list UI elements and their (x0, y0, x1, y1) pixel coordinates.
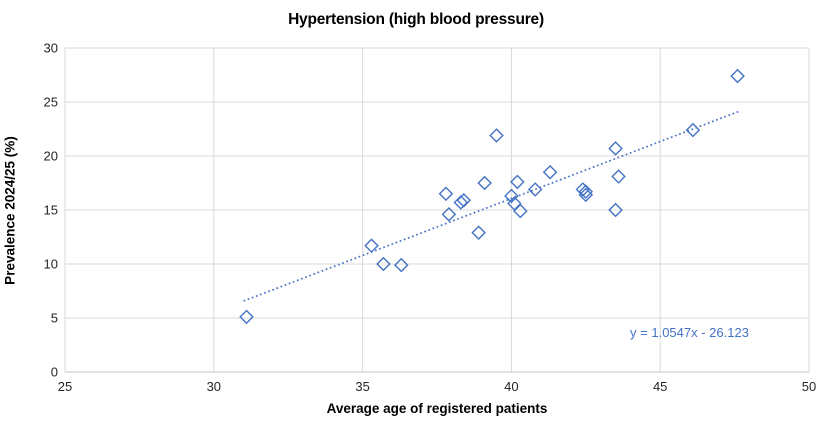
data-point-marker (578, 184, 594, 199)
y-tick-label: 10 (43, 256, 58, 272)
data-point-marker (611, 169, 626, 184)
x-tick-label: 30 (206, 379, 222, 394)
data-point-marker (510, 174, 525, 190)
data-point-marker (364, 238, 379, 253)
trendline (243, 110, 740, 302)
x-tick-label: 50 (801, 379, 817, 394)
data-point-marker (578, 187, 594, 203)
data-point-marker (608, 202, 623, 218)
y-tick-label: 5 (50, 310, 58, 326)
data-point-marker (376, 256, 391, 272)
y-tick-label: 30 (43, 40, 58, 56)
x-tick-label: 35 (355, 379, 370, 394)
y-tick-label: 0 (50, 364, 58, 380)
data-point-marker (239, 309, 254, 325)
data-point-marker (489, 128, 504, 143)
x-tick-label: 40 (504, 379, 519, 394)
data-point-marker (471, 225, 486, 240)
data-point-marker (542, 164, 558, 180)
data-point-marker (438, 186, 454, 202)
data-point-marker (730, 68, 745, 84)
data-point-marker (456, 192, 472, 208)
chart-title: Hypertension (high blood pressure) (288, 11, 544, 28)
data-point-marker (393, 257, 409, 273)
x-tick-label: 45 (652, 379, 668, 394)
y-tick-label: 25 (43, 94, 58, 110)
data-point-marker (477, 175, 492, 191)
x-tick-label: 25 (57, 379, 73, 394)
y-tick-label: 20 (43, 148, 58, 164)
y-tick-label: 15 (43, 202, 58, 218)
data-point-marker (453, 195, 469, 210)
trendline-equation-label: y = 1.0547x - 26.123 (630, 325, 749, 340)
data-point-marker (527, 182, 543, 197)
data-point-marker (441, 207, 457, 222)
data-point-marker (513, 203, 528, 219)
data-point-marker (504, 188, 519, 204)
data-point-marker (685, 122, 701, 138)
x-axis-title: Average age of registered patients (326, 401, 548, 416)
data-point-marker (608, 141, 623, 156)
